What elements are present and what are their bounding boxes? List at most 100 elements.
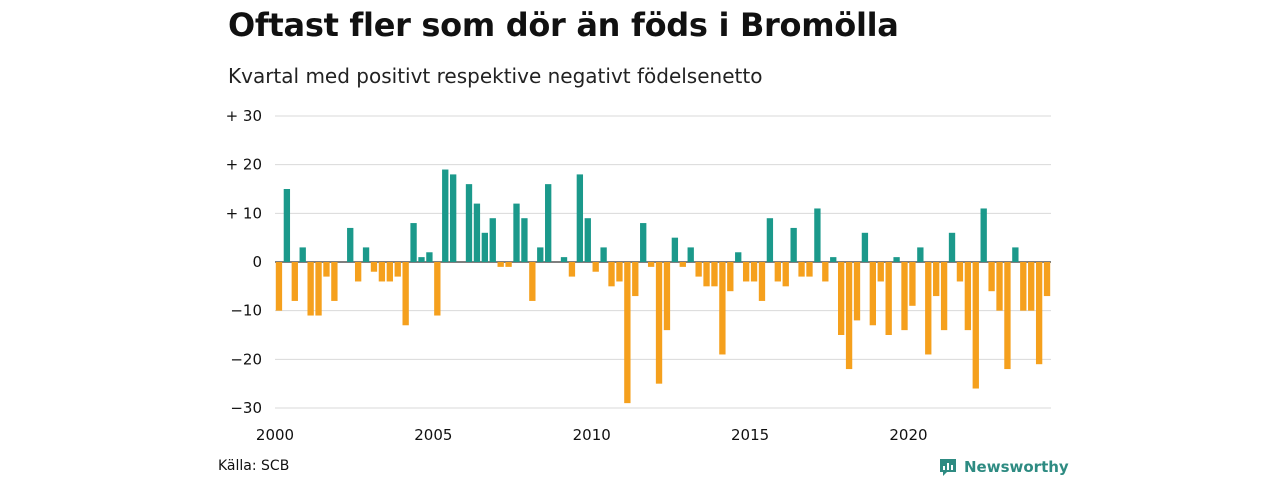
x-tick-label: 2005 <box>414 426 452 444</box>
bar <box>537 247 544 262</box>
bar <box>1028 262 1035 311</box>
bar <box>299 247 306 262</box>
bar <box>980 208 987 262</box>
bar <box>442 169 449 262</box>
bar <box>948 232 956 262</box>
bar <box>655 262 663 384</box>
bar <box>964 262 972 331</box>
bar <box>473 203 481 262</box>
bar <box>362 247 370 262</box>
bar <box>790 227 797 262</box>
bar <box>758 262 766 301</box>
bar <box>283 189 291 262</box>
bar <box>933 262 940 297</box>
bar <box>917 247 924 262</box>
bar <box>1035 262 1043 365</box>
bar <box>616 262 623 282</box>
bar <box>529 262 536 301</box>
bar <box>592 262 599 272</box>
bar <box>647 262 655 267</box>
bar <box>394 262 401 277</box>
bar <box>521 218 528 262</box>
bar <box>481 232 488 262</box>
bar <box>830 257 837 262</box>
chart-subtitle: Kvartal med positivt respektive negativt… <box>228 64 763 88</box>
newsworthy-logo[interactable]: Newsworthy <box>938 456 1069 478</box>
bar <box>774 262 781 282</box>
y-tick-label: −10 <box>230 302 262 320</box>
newsworthy-logo-text: Newsworthy <box>964 458 1069 476</box>
bar <box>331 262 338 301</box>
y-tick-label: 0 <box>252 253 262 271</box>
y-tick-label: + 30 <box>226 107 262 125</box>
bar <box>568 262 576 277</box>
bar <box>465 184 473 262</box>
bar <box>679 262 686 267</box>
x-tick-label: 2010 <box>573 426 611 444</box>
bar <box>996 262 1003 311</box>
bar <box>703 262 710 287</box>
bar <box>814 208 821 262</box>
bar <box>711 262 718 287</box>
chart-title: Oftast fler som dör än föds i Bromölla <box>228 6 899 44</box>
bar <box>885 262 892 335</box>
bar <box>640 223 647 262</box>
bar <box>354 262 362 282</box>
x-tick-label: 2020 <box>889 426 927 444</box>
bar <box>893 257 900 262</box>
bar <box>513 203 520 262</box>
bar <box>972 262 979 389</box>
bar <box>497 262 504 267</box>
bar <box>1043 262 1051 297</box>
bar <box>671 237 679 262</box>
bar <box>687 247 694 262</box>
bar <box>1004 262 1011 370</box>
newsworthy-logo-icon <box>940 459 956 476</box>
bar <box>632 262 639 297</box>
bar <box>307 262 314 316</box>
source-note: Källa: SCB <box>218 458 290 474</box>
bar <box>315 262 322 316</box>
bar <box>806 262 813 277</box>
bar <box>719 262 726 355</box>
bar <box>877 262 884 282</box>
bar <box>695 262 702 277</box>
bar <box>608 262 615 287</box>
bar <box>861 232 869 262</box>
bar <box>782 262 789 287</box>
bar <box>370 262 378 272</box>
bar <box>766 218 774 262</box>
y-tick-label: + 10 <box>226 204 262 222</box>
bar <box>1020 262 1027 311</box>
bar <box>988 262 995 292</box>
bar <box>434 262 441 316</box>
bar <box>505 262 512 267</box>
axis-labels: + 30 + 20 + 10 0 −10 −20 −30 2000 2005 2010 2015 20… <box>226 107 928 444</box>
bar <box>727 262 734 292</box>
bar <box>347 227 354 262</box>
bar <box>838 262 845 335</box>
bar <box>853 262 861 321</box>
bar <box>545 184 552 262</box>
bar <box>750 262 758 282</box>
bar <box>584 218 591 262</box>
bar <box>901 262 908 331</box>
bar <box>822 262 829 282</box>
bar <box>489 218 496 262</box>
x-tick-label: 2000 <box>256 426 294 444</box>
bar <box>450 174 457 262</box>
bar <box>402 262 409 326</box>
bar <box>845 262 853 370</box>
bar <box>323 262 330 277</box>
bar <box>909 262 916 306</box>
bar <box>869 262 876 326</box>
bar <box>386 262 393 282</box>
y-tick-label: −20 <box>230 350 262 368</box>
bar <box>925 262 932 355</box>
x-tick-label: 2015 <box>731 426 769 444</box>
bar <box>418 257 425 262</box>
bar <box>275 262 283 311</box>
bar <box>798 262 805 277</box>
bar <box>378 262 386 282</box>
bar <box>291 262 298 301</box>
